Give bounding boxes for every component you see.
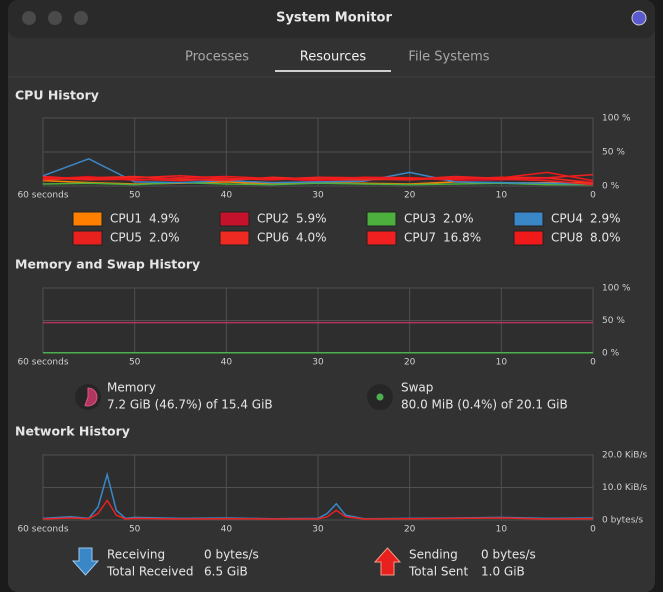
- x-tick-label: 60 seconds: [17, 525, 68, 535]
- tab[interactable]: File Systems: [408, 50, 489, 65]
- x-tick-label: 0: [590, 191, 596, 201]
- x-tick-label: 60 seconds: [17, 358, 68, 368]
- close-button[interactable]: [22, 11, 36, 25]
- receiving-icon: [71, 547, 100, 576]
- x-tick-label: 20: [404, 525, 416, 535]
- legend-total: 6.5 GiB: [204, 565, 248, 579]
- legend-swatch[interactable]: [513, 211, 544, 227]
- legend-label: CPU1: [110, 212, 142, 226]
- legend-swatch[interactable]: [219, 230, 250, 246]
- legend-detail: 7.2 GiB (46.7%) of 15.4 GiB: [107, 398, 273, 412]
- legend-total: 1.0 GiB: [481, 565, 525, 579]
- legend-swatch[interactable]: [72, 211, 103, 227]
- legend-total-label: Total Sent: [408, 565, 468, 579]
- legend-swatch[interactable]: [366, 211, 397, 227]
- x-tick-label: 40: [221, 191, 233, 201]
- legend-label: Memory: [107, 381, 156, 395]
- y-tick-label: 10.0 KiB/s: [602, 483, 648, 493]
- legend-swatch[interactable]: [513, 230, 544, 246]
- legend-value: 8.0%: [590, 231, 621, 245]
- section-title: Memory and Swap History: [15, 257, 200, 272]
- legend-total-label: Total Received: [106, 565, 193, 579]
- section-title: CPU History: [15, 88, 99, 103]
- minimize-button[interactable]: [48, 11, 62, 25]
- legend-swatch[interactable]: [72, 230, 103, 246]
- active-tab-indicator: [275, 70, 391, 72]
- x-tick-label: 50: [129, 525, 141, 535]
- legend-label: CPU6: [257, 231, 289, 245]
- x-tick-label: 10: [496, 191, 508, 201]
- x-tick-label: 0: [590, 358, 596, 368]
- y-tick-label: 0 %: [602, 182, 620, 192]
- legend-label: Receiving: [107, 548, 165, 562]
- x-tick-label: 0: [590, 525, 596, 535]
- legend-value: 16.8%: [443, 231, 481, 245]
- x-tick-label: 20: [404, 191, 416, 201]
- y-tick-label: 0 bytes/s: [602, 516, 643, 526]
- x-tick-label: 40: [221, 525, 233, 535]
- title-bar: [8, 0, 655, 38]
- x-tick-label: 50: [129, 191, 141, 201]
- x-tick-label: 40: [221, 358, 233, 368]
- legend-label: CPU2: [257, 212, 289, 226]
- series-line: [42, 157, 594, 185]
- legend-label: CPU8: [551, 231, 583, 245]
- legend-value: 5.9%: [296, 212, 327, 226]
- legend-value: 4.9%: [149, 212, 180, 226]
- y-tick-label: 50 %: [602, 148, 625, 158]
- y-tick-label: 100 %: [602, 114, 631, 124]
- y-tick-label: 0 %: [602, 349, 620, 359]
- legend-label: CPU3: [404, 212, 436, 226]
- legend-value: 2.0%: [443, 212, 474, 226]
- legend-rate: 0 bytes/s: [481, 548, 536, 562]
- legend-value: 2.9%: [590, 212, 621, 226]
- y-tick-label: 20.0 KiB/s: [602, 451, 648, 461]
- legend-value: 2.0%: [149, 231, 180, 245]
- tab[interactable]: Processes: [185, 50, 249, 65]
- legend-value: 4.0%: [296, 231, 327, 245]
- y-tick-label: 100 %: [602, 284, 631, 294]
- tab[interactable]: Resources: [300, 50, 367, 65]
- legend-label: CPU7: [404, 231, 436, 245]
- series-line: [42, 171, 594, 182]
- legend-label: CPU4: [551, 212, 583, 226]
- legend-label: Swap: [401, 381, 433, 395]
- section-title: Network History: [15, 424, 130, 439]
- legend-swatch[interactable]: [219, 211, 250, 227]
- x-tick-label: 50: [129, 358, 141, 368]
- x-tick-label: 30: [312, 191, 324, 201]
- x-tick-label: 60 seconds: [17, 191, 68, 201]
- x-tick-label: 10: [496, 358, 508, 368]
- maximize-button[interactable]: [74, 11, 88, 25]
- app-icon: [631, 10, 647, 26]
- x-tick-label: 20: [404, 358, 416, 368]
- legend-swatch[interactable]: [366, 230, 397, 246]
- x-tick-label: 30: [312, 525, 324, 535]
- legend-detail: 80.0 MiB (0.4%) of 20.1 GiB: [401, 398, 568, 412]
- legend-rate: 0 bytes/s: [204, 548, 259, 562]
- swap-icon: [376, 393, 384, 401]
- legend-label: Sending: [409, 548, 458, 562]
- x-tick-label: 30: [312, 358, 324, 368]
- memory-icon: [84, 387, 98, 407]
- legend-label: CPU5: [110, 231, 142, 245]
- y-tick-label: 50 %: [602, 316, 625, 326]
- sending-icon: [373, 547, 402, 576]
- window-title: System Monitor: [276, 11, 392, 26]
- x-tick-label: 10: [496, 525, 508, 535]
- series-line: [42, 499, 594, 520]
